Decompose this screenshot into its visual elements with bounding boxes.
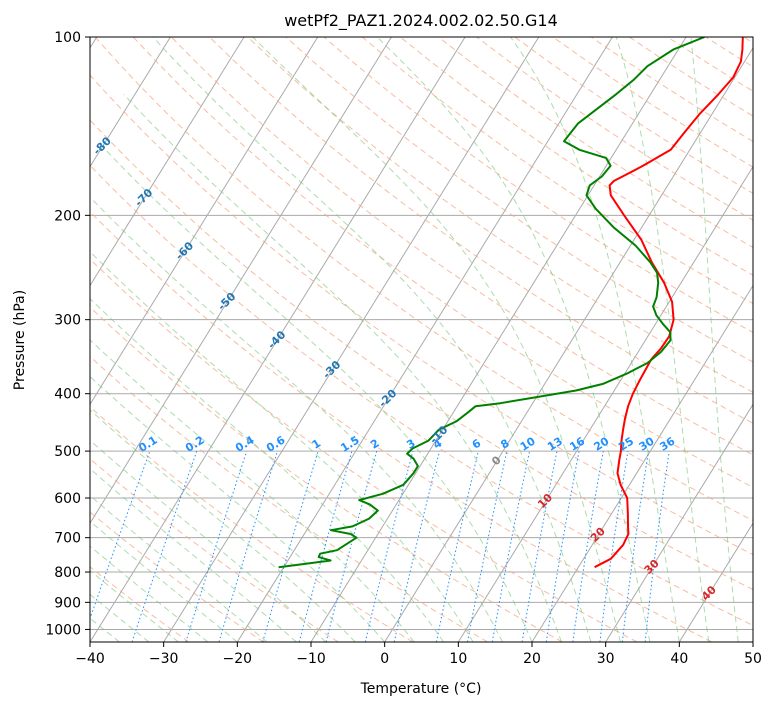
- dry-adiabat-line: [90, 119, 753, 591]
- moist-adiabat-line: [615, 37, 710, 642]
- moist-adiabat-line: [90, 250, 474, 642]
- dry-adiabat-line: [132, 37, 753, 488]
- moist-adiabat-line: [90, 409, 356, 642]
- x-tick-label: 50: [744, 651, 762, 667]
- moist-adiabat-line: [90, 494, 268, 642]
- gridlines: [90, 37, 753, 642]
- y-tick-label: 100: [54, 30, 81, 46]
- mixing-ratio-line: [185, 450, 248, 642]
- x-tick-label: 20: [523, 651, 541, 667]
- moist-adiabat-line: [90, 520, 238, 642]
- moist-adiabat-line: [376, 37, 651, 642]
- mixing-ratio-line: [325, 450, 378, 642]
- x-axis-label: Temperature (°C): [360, 681, 482, 697]
- mixing-ratio-line: [90, 450, 151, 620]
- dry-adiabat-line: [90, 74, 753, 556]
- mixing-ratio-line: [435, 450, 479, 642]
- moist-adiabat-line: [90, 339, 415, 642]
- y-tick-label: 600: [54, 491, 81, 507]
- moist-adiabat-line: [123, 94, 562, 642]
- x-axis-ticks: −40 −30 −20 −10 0 10 20 30 40 50: [75, 642, 762, 667]
- mixing-ratio-line: [572, 451, 604, 642]
- dry-adiabat-line: [90, 406, 414, 642]
- dry-adiabat-line: [90, 211, 712, 642]
- dry-adiabat-line: [90, 164, 753, 627]
- x-tick-label: −10: [296, 651, 326, 667]
- dry-adiabat-line: [90, 258, 638, 642]
- isotherm-line: [605, 403, 753, 642]
- y-tick-label: 800: [54, 565, 81, 581]
- x-tick-label: 40: [670, 651, 688, 667]
- moist-adiabat-line: [90, 468, 297, 642]
- x-tick-label: −30: [149, 651, 179, 667]
- mixing-ratio-line: [599, 451, 629, 642]
- moist-adiabat-line: [90, 297, 444, 642]
- isotherm-line: [90, 37, 245, 287]
- plot-frame: [89, 36, 754, 643]
- moist-adiabat-line: [690, 37, 739, 642]
- dry-adiabat-line: [94, 37, 753, 522]
- dry-adiabat-line: [90, 566, 190, 642]
- mixing-ratio-line: [131, 450, 198, 642]
- moist-adiabat-line: [152, 37, 592, 642]
- isotherm-line: [384, 46, 753, 642]
- isotherm-line: [531, 284, 753, 642]
- dry-adiabat-line: [90, 458, 339, 642]
- dewpoint-trace: [278, 37, 705, 569]
- moist-adiabats: [90, 37, 739, 642]
- isotherm-line: [236, 37, 613, 642]
- dry-adiabat-line: [90, 511, 264, 642]
- isotherm-line: [163, 37, 540, 642]
- isotherm-line: [90, 37, 466, 642]
- dry-adiabats: [90, 37, 753, 642]
- dry-adiabat-line: [90, 355, 488, 642]
- x-tick-label: −20: [223, 651, 253, 667]
- mixing-ratio-line: [621, 451, 649, 642]
- isotherm-line: [457, 165, 753, 642]
- mixing-ratio-line: [298, 450, 353, 642]
- moist-adiabat-line: [90, 569, 179, 642]
- moist-adiabat-line: [97, 140, 533, 642]
- dry-adiabat-line: [90, 306, 563, 642]
- isotherm-line: [90, 37, 171, 168]
- y-axis-label: Pressure (hPa): [12, 290, 28, 390]
- mixing-ratio-line: [218, 450, 279, 642]
- mixing-ratio-line: [262, 450, 319, 642]
- y-tick-label: 400: [54, 387, 81, 403]
- sounding-traces: [278, 37, 744, 569]
- mixing-ratio-line: [364, 450, 414, 642]
- moist-adiabat-line: [510, 37, 680, 642]
- temperature-trace: [594, 37, 744, 569]
- y-tick-label: 1000: [45, 622, 81, 638]
- mixing-ratio-line: [393, 450, 440, 642]
- x-tick-label: 30: [597, 651, 615, 667]
- isotherm-line: [678, 522, 753, 642]
- isotherm-line: [90, 37, 392, 525]
- isotherm-line: [90, 37, 319, 406]
- y-tick-label: 500: [54, 444, 81, 460]
- mixing-ratio-line: [644, 451, 670, 642]
- y-tick-label: 300: [54, 313, 81, 329]
- x-tick-label: −40: [75, 651, 105, 667]
- chart-title: wetPf2_PAZ1.2024.002.02.50.G14: [284, 11, 558, 31]
- y-tick-label: 700: [54, 531, 81, 547]
- y-tick-label: 900: [54, 595, 81, 611]
- mixing-ratio-lines: [90, 450, 670, 642]
- y-tick-label: 200: [54, 208, 81, 224]
- moist-adiabat-line: [90, 545, 209, 642]
- moist-adiabat-line: [252, 37, 621, 642]
- x-tick-label: 0: [380, 651, 389, 667]
- dry-adiabat-line: [285, 37, 753, 363]
- moist-adiabat-line: [90, 196, 503, 642]
- x-tick-label: 10: [449, 651, 467, 667]
- dry-adiabat-line: [171, 37, 753, 456]
- y-axis-ticks: 100 200 300 400 500 600 700 800 900 1000: [45, 30, 90, 638]
- moist-adiabat-line: [90, 376, 386, 642]
